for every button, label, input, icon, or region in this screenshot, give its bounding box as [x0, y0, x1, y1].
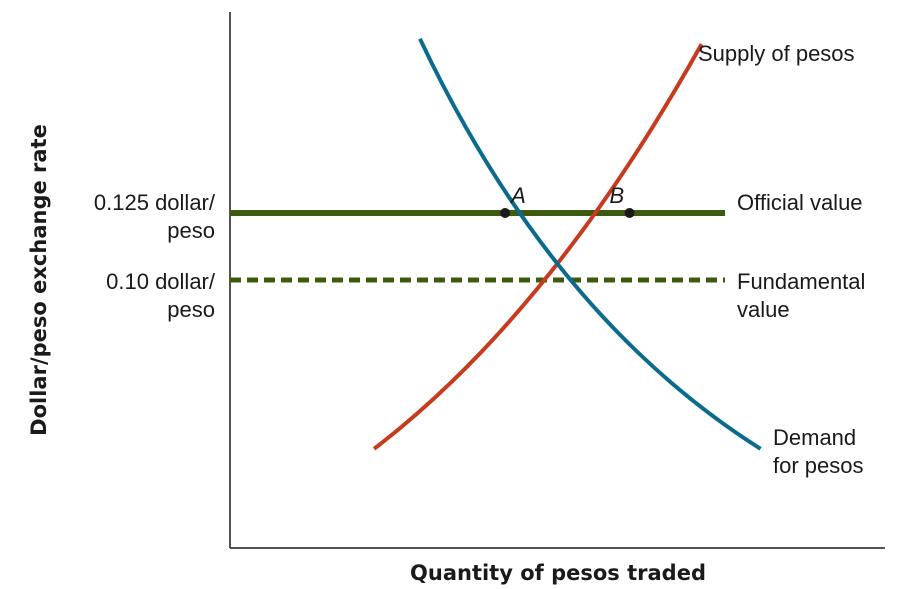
point-b-label: B — [610, 183, 625, 208]
point-a-label: A — [509, 183, 526, 208]
y-axis-title: Dollar/peso exchange rate — [27, 124, 51, 436]
fundamental-value-label-line2: value — [737, 297, 790, 322]
demand-curve-label-line2: for pesos — [773, 453, 864, 478]
y-tick-label-0125-line2: peso — [167, 218, 215, 243]
fundamental-value-label-line1: Fundamental — [737, 269, 865, 294]
point-b-marker — [624, 208, 635, 218]
supply-curve — [372, 43, 704, 451]
supply-curve-label: Supply of pesos — [698, 41, 855, 66]
y-tick-label-010-line1: 0.10 dollar/ — [106, 269, 216, 294]
point-a-marker — [500, 208, 511, 218]
y-tick-label-0125-line1: 0.125 dollar/ — [94, 190, 216, 215]
official-value-label: Official value — [737, 190, 863, 215]
x-axis-title: Quantity of pesos traded — [410, 561, 706, 585]
y-tick-label-010-line2: peso — [167, 297, 215, 322]
demand-curve-label-line1: Demand — [773, 425, 856, 450]
demand-curve — [418, 37, 762, 451]
